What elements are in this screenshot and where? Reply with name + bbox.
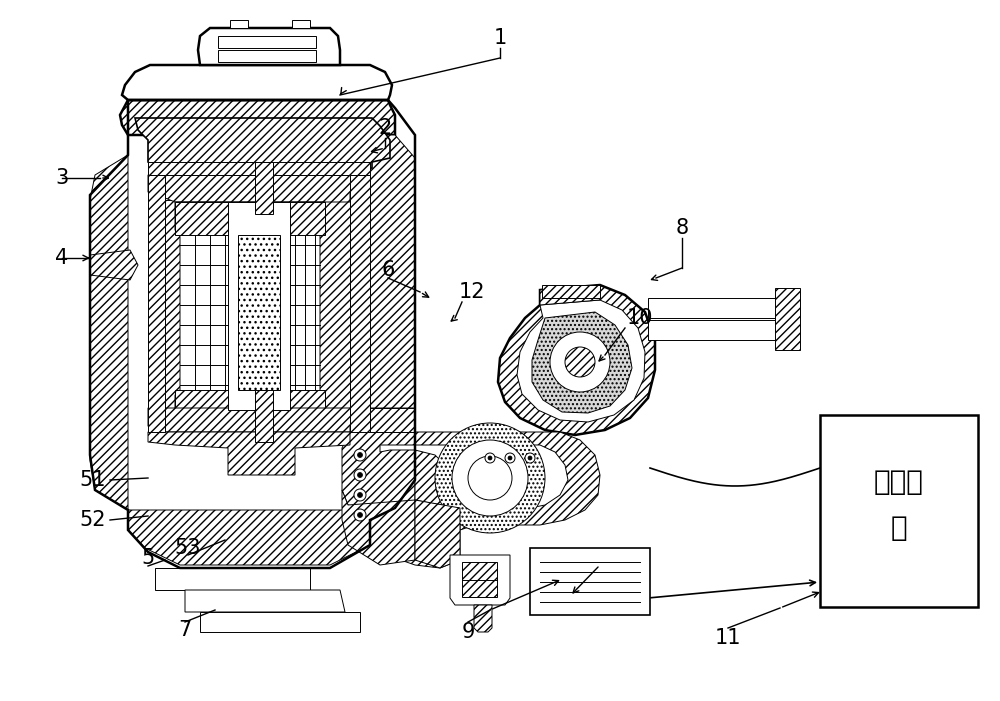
Circle shape <box>435 423 545 533</box>
Text: 4: 4 <box>55 248 69 268</box>
Bar <box>820 415 978 607</box>
Polygon shape <box>380 445 568 512</box>
Circle shape <box>488 456 492 460</box>
Bar <box>218 36 316 48</box>
Polygon shape <box>148 432 350 475</box>
Polygon shape <box>342 490 415 565</box>
Polygon shape <box>350 175 370 432</box>
Polygon shape <box>175 202 325 235</box>
Polygon shape <box>228 202 290 410</box>
Circle shape <box>508 456 512 460</box>
Polygon shape <box>148 162 370 175</box>
Bar <box>462 562 497 597</box>
Text: 53: 53 <box>175 538 201 558</box>
Text: 1: 1 <box>493 28 507 48</box>
Polygon shape <box>450 555 510 605</box>
Polygon shape <box>342 408 460 568</box>
Polygon shape <box>148 175 370 202</box>
Polygon shape <box>648 298 780 318</box>
Polygon shape <box>498 285 655 435</box>
Text: 8: 8 <box>675 218 689 238</box>
Bar <box>255 162 273 214</box>
Circle shape <box>354 509 366 521</box>
Polygon shape <box>238 235 280 390</box>
Bar <box>255 390 273 442</box>
Polygon shape <box>148 200 350 410</box>
Circle shape <box>358 512 362 517</box>
Circle shape <box>485 453 495 463</box>
Polygon shape <box>148 175 165 432</box>
Circle shape <box>358 472 362 477</box>
Polygon shape <box>370 432 600 530</box>
Text: 2: 2 <box>378 118 392 138</box>
Circle shape <box>358 453 362 458</box>
Polygon shape <box>370 135 415 510</box>
Text: 3: 3 <box>55 168 69 188</box>
Polygon shape <box>540 285 600 305</box>
Circle shape <box>358 493 362 498</box>
Polygon shape <box>122 65 392 100</box>
Polygon shape <box>230 20 248 28</box>
Polygon shape <box>120 100 395 135</box>
Polygon shape <box>155 568 310 590</box>
Polygon shape <box>135 118 390 175</box>
Circle shape <box>354 449 366 461</box>
Bar <box>218 50 316 62</box>
Polygon shape <box>175 390 325 408</box>
Circle shape <box>565 347 595 377</box>
Polygon shape <box>370 408 415 432</box>
Polygon shape <box>775 288 800 350</box>
Polygon shape <box>474 605 492 632</box>
Polygon shape <box>175 202 325 408</box>
Circle shape <box>528 456 532 460</box>
Text: 7: 7 <box>178 620 192 640</box>
Polygon shape <box>185 590 345 612</box>
Text: 12: 12 <box>459 282 485 302</box>
Polygon shape <box>415 500 460 568</box>
Text: 10: 10 <box>627 308 653 328</box>
Text: 9: 9 <box>461 622 475 642</box>
Text: 52: 52 <box>80 510 106 530</box>
Polygon shape <box>530 548 650 615</box>
Polygon shape <box>198 28 340 65</box>
Polygon shape <box>292 20 310 28</box>
Polygon shape <box>517 300 645 422</box>
Polygon shape <box>200 612 360 632</box>
Text: 5: 5 <box>141 548 155 568</box>
Polygon shape <box>128 510 370 565</box>
Polygon shape <box>532 312 632 413</box>
Polygon shape <box>148 408 370 432</box>
Circle shape <box>354 489 366 501</box>
Text: 11: 11 <box>715 628 741 648</box>
Text: 6: 6 <box>381 260 395 280</box>
Circle shape <box>468 456 512 500</box>
Polygon shape <box>90 250 138 280</box>
Text: 控制系
统: 控制系 统 <box>874 468 924 542</box>
Polygon shape <box>648 320 780 340</box>
Circle shape <box>525 453 535 463</box>
Polygon shape <box>90 155 128 510</box>
Polygon shape <box>542 285 600 298</box>
Circle shape <box>505 453 515 463</box>
Circle shape <box>452 440 528 516</box>
Text: 51: 51 <box>80 470 106 490</box>
Circle shape <box>550 332 610 392</box>
Circle shape <box>354 469 366 481</box>
